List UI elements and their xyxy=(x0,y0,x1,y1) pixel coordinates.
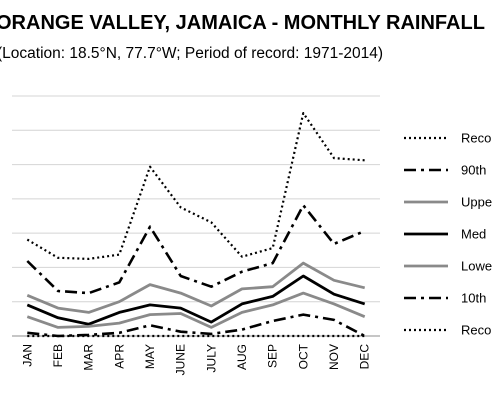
x-tick-label: MAR xyxy=(82,344,96,371)
x-tick-label: JULY xyxy=(204,344,218,372)
series-line-reco-0 xyxy=(26,111,365,260)
series-line-10th-5 xyxy=(27,313,366,338)
legend-label: Reco xyxy=(461,323,491,338)
series-line-med-3 xyxy=(26,274,366,326)
x-tick-label: APR xyxy=(112,344,126,369)
x-tick-label: FEB xyxy=(51,344,65,367)
series-line-90th-1 xyxy=(26,204,366,295)
legend: Reco 90th Uppe Med Lowe 10th Reco xyxy=(404,131,492,338)
x-tick-label: DEC xyxy=(358,344,372,370)
x-tick-label: JUNE xyxy=(174,344,188,375)
legend-label: Uppe xyxy=(461,195,492,210)
x-tick-label: AUG xyxy=(235,344,249,370)
x-axis-tick-labels: JAN FEB MAR APR MAY JUNE JULY AUG SEP OCT NOV DEC xyxy=(20,343,371,375)
x-tick-label: SEP xyxy=(266,344,280,368)
x-tick-label: JAN xyxy=(20,344,34,367)
legend-label: 10th xyxy=(461,291,486,306)
series-line-lowe-4 xyxy=(26,291,366,329)
chart-subtitle: (Location: 18.5°N, 77.7°W; Period of rec… xyxy=(0,45,384,62)
x-tick-label: MAY xyxy=(143,344,157,369)
x-tick-label: NOV xyxy=(327,344,341,370)
series-lines xyxy=(26,111,366,338)
series-line-uppe-2 xyxy=(26,261,366,314)
legend-label: Lowe xyxy=(461,259,492,274)
legend-label: Reco xyxy=(461,131,491,146)
x-tick-label: OCT xyxy=(296,343,310,369)
legend-label: 90th xyxy=(461,163,486,178)
legend-label: Med xyxy=(461,227,486,242)
chart-title: ORANGE VALLEY, JAMAICA - MONTHLY RAINFAL… xyxy=(0,12,485,34)
